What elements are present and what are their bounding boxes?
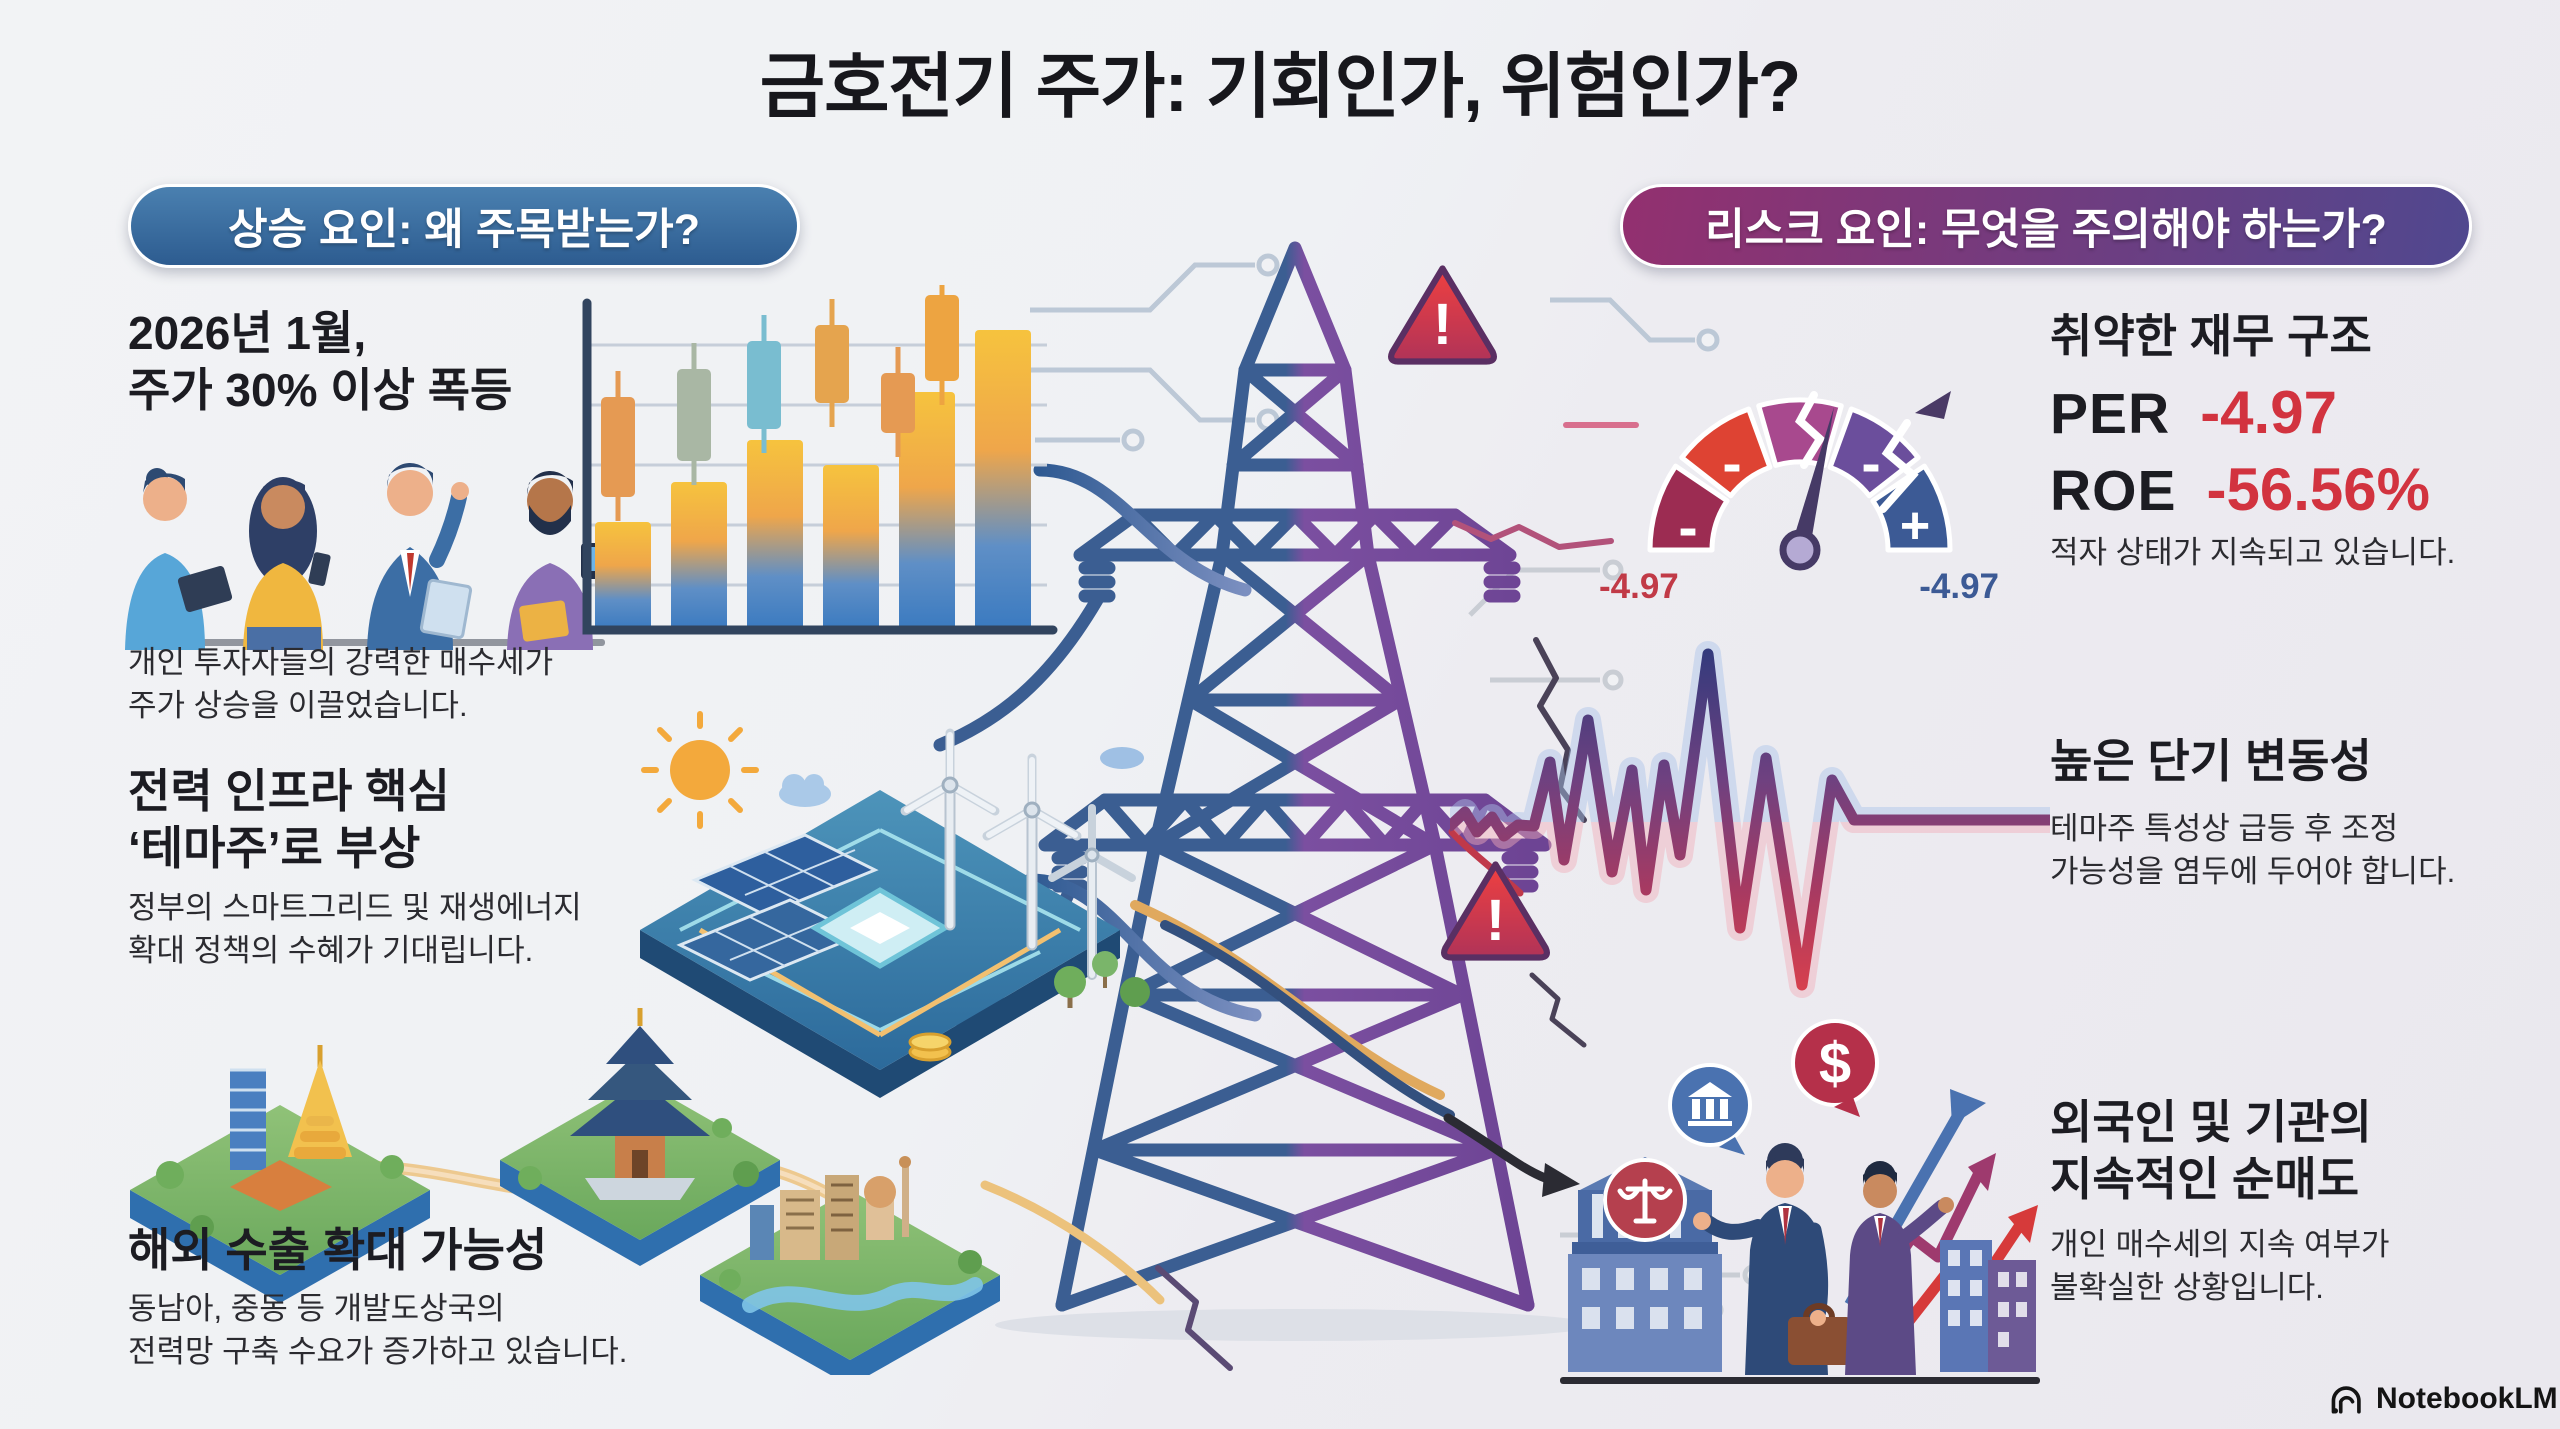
gauge-illustration: - - - + [1647,391,1953,571]
upside-badge: 상승 요인: 왜 주목받는가? [128,184,800,268]
roe-metric: ROE -56.56% [2050,455,2430,524]
scales-bubble-icon [1603,1158,1687,1242]
risk-item3-heading: 외국인 및 기관의 지속적인 순매도 [2050,1096,2372,1206]
bank-bubble-icon [1668,1063,1752,1155]
roe-label: ROE [2050,459,2177,523]
arrow-right-icon [1443,1113,1580,1197]
upside-item1-body: 개인 투자자들의 강력한 매수세가 주가 상승을 이끌었습니다. [128,645,554,723]
gauge-crack [1879,419,1919,513]
svg-text:-: - [1678,495,1697,560]
island-pagoda [500,1008,780,1266]
gauge-crack-flag [1915,391,1951,419]
island-thailand [130,1045,430,1303]
wind-turbine-icon [900,728,1136,980]
tree-icon [1054,951,1150,1008]
page-title: 금호전기 주가: 기회인가, 위험인가? [759,48,1801,127]
power-cable-icon [1033,463,1252,597]
chart-bars [595,330,1031,630]
notebooklm-logo-icon [2331,1386,2361,1414]
pylon-shadow [995,1309,1595,1341]
platform-side [640,930,1120,1098]
risk-item3-body: 개인 매수세의 지속 여부가 불확실한 상황입니다. [2050,1227,2390,1305]
gauge-needle [1779,407,1834,571]
businessman-blue-suit [1693,1143,1852,1375]
exclamation-glyph: ! [1433,292,1453,357]
gold-ribbon-icon [980,1180,1165,1305]
person-man-purple-phone [507,470,601,650]
risk-badge: 리스크 요인: 무엇을 주의해야 하는가? [1620,184,2472,268]
sun-icon [641,711,759,829]
upside-item3-body: 동남아, 중동 등 개발도상국의 전력망 구축 수요가 증가하고 있습니다. [128,1291,628,1369]
gauge-segment-marks: - - - + [1678,431,1930,560]
per-value: -4.97 [2200,379,2337,446]
warning-icon: ! [1388,265,1497,365]
upside-item2-body: 정부의 스마트그리드 및 재생에너지 확대 정책의 수혜가 기대립니다. [128,890,582,968]
businessman-purple-suit [1845,1161,1954,1375]
risk-item2-heading: 높은 단기 변동성 [2050,735,2372,787]
crack-lines-icon [1155,422,1639,1371]
roe-value: -56.56% [2206,456,2431,523]
upside-item3-heading: 해외 수출 확대 가능성 [128,1224,548,1276]
svg-text:+: + [1900,497,1930,555]
upside-badge-label: 상승 요인: 왜 주목받는가? [227,206,701,254]
stock-bar-chart-illustration [582,285,1058,635]
risk-item1-body: 적자 상태가 지속되고 있습니다. [2050,535,2456,570]
person-woman-phone [243,477,331,650]
solar-panel-icon [676,833,879,982]
chart-candlesticks [601,285,959,521]
risk-gauge: - - - + -4.97 -4.97 [1585,295,2015,607]
warning-icon: ! [1441,861,1550,961]
gauge-crack [1794,391,1826,469]
gauge-right-value: -4.97 [1919,567,1999,606]
dollar-glyph: $ [1819,1031,1851,1096]
gauge-left-value: -4.97 [1599,567,1679,606]
ground-line [1560,1377,2040,1384]
export-islands-illustration [130,1008,1000,1375]
transmission-pylon-illustration [933,241,1552,1312]
chip-icon [810,887,950,969]
person-woman-tablet [125,468,233,650]
power-cable-icon [1023,873,1262,1022]
wave-connector-line [1448,828,1524,897]
svg-text:-: - [1722,431,1741,496]
per-metric: PER -4.97 [2050,378,2337,447]
smart-grid-illustration [640,711,1150,1098]
institutional-selling-illustration: $ [1560,1019,2040,1384]
risk-item1-heading: 취약한 재무 구조 [2050,310,2372,362]
watermark-label: NotebookLM [2376,1382,2558,1415]
exclamation-glyph: ! [1486,888,1506,953]
investors-people-illustration [125,462,605,650]
risk-badge-label: 리스크 요인: 무엇을 주의해야 하는가? [1705,206,2387,254]
volatility-chart-illustration [1450,641,2050,998]
office-buildings-icon [1940,1240,2036,1372]
upside-item2-heading: 전력 인프라 핵심 ‘테마주’로 부상 [128,765,450,875]
coins-icon [908,1032,952,1062]
watermark: NotebookLM [2328,1382,2558,1416]
upside-item1-heading: 2026년 1월, 주가 30% 이상 폭등 [128,307,513,417]
risk-item2-body: 테마주 특성상 급등 후 조정 가능성을 염두에 두어야 합니다. [2050,811,2456,889]
chart-axes [582,298,1058,635]
cloud-icon [779,747,1144,807]
wave-line [1450,648,2050,991]
navy-cable-icon [1160,920,1455,1120]
person-man-suit-pointing [367,462,473,650]
dollar-bubble-icon: $ [1791,1019,1879,1117]
island-city [700,1156,1000,1375]
per-label: PER [2050,382,2171,446]
svg-text:-: - [1861,431,1880,496]
circuit-trace-icon [1010,253,1720,452]
